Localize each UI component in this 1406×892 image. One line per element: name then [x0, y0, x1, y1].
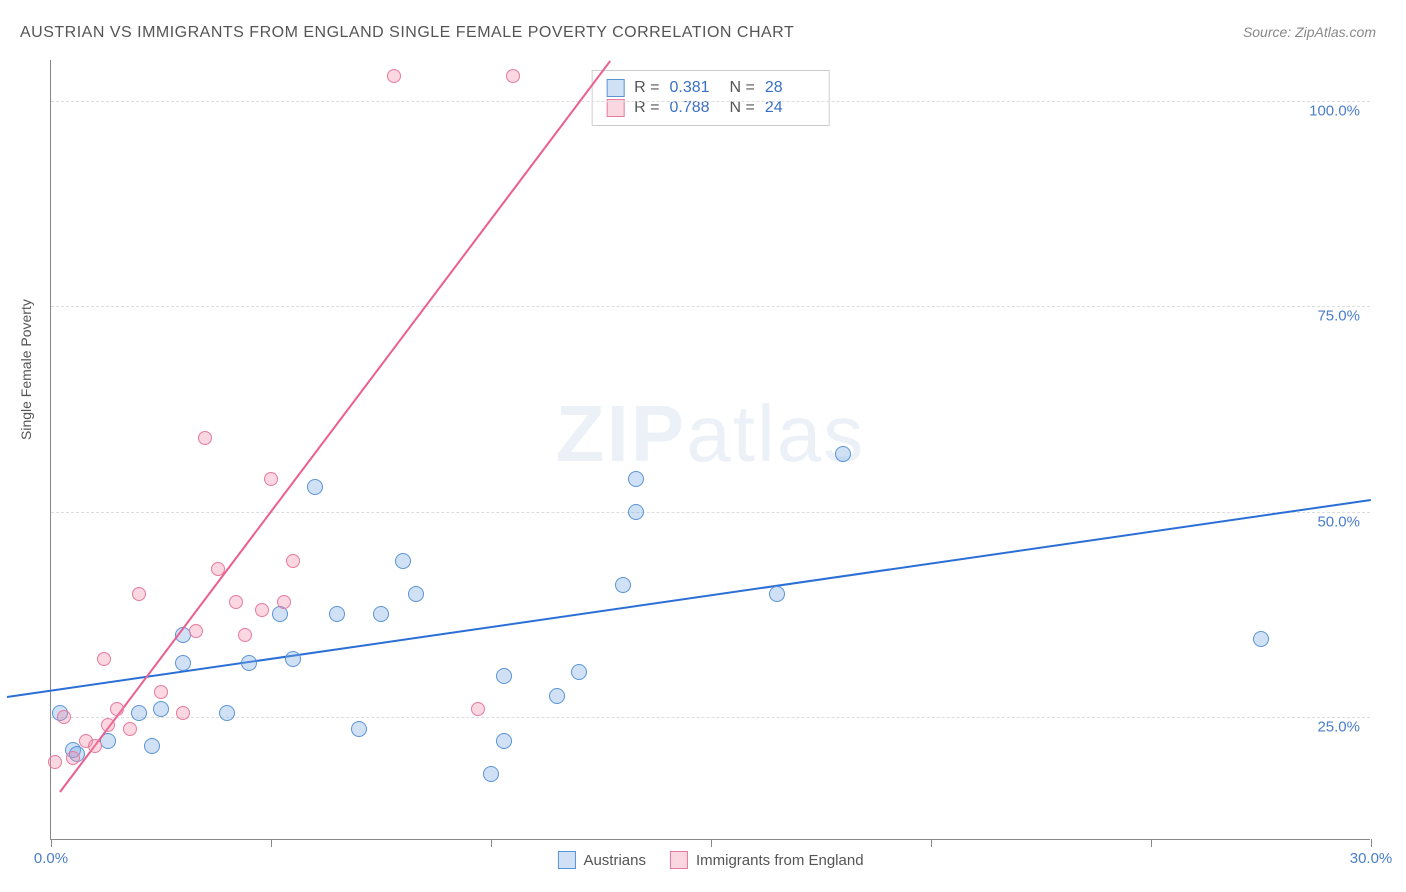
stats-swatch-0 — [606, 79, 624, 97]
y-axis-label: Single Female Poverty — [18, 299, 34, 440]
data-point — [229, 595, 243, 609]
data-point — [153, 701, 169, 717]
data-point — [373, 606, 389, 622]
data-point — [88, 739, 102, 753]
legend-label-1: Immigrants from England — [696, 852, 864, 869]
stats-n-label: N = — [730, 79, 755, 97]
data-point — [307, 479, 323, 495]
legend-swatch-1 — [670, 851, 688, 869]
data-point — [101, 718, 115, 732]
data-point — [506, 69, 520, 83]
watermark: ZIPatlas — [556, 388, 865, 480]
data-point — [1253, 631, 1269, 647]
trend-line-0 — [7, 499, 1371, 698]
data-point — [549, 688, 565, 704]
data-point — [123, 722, 137, 736]
data-point — [198, 431, 212, 445]
gridline — [51, 512, 1370, 513]
x-tick — [51, 839, 52, 847]
y-tick-label: 50.0% — [1317, 513, 1360, 530]
data-point — [571, 664, 587, 680]
data-point — [264, 472, 278, 486]
x-tick-label: 30.0% — [1350, 850, 1393, 867]
data-point — [628, 471, 644, 487]
stats-box: R = 0.381 N = 28 R = 0.788 N = 24 — [591, 70, 830, 126]
y-tick-label: 100.0% — [1309, 103, 1360, 120]
x-tick — [931, 839, 932, 847]
data-point — [628, 504, 644, 520]
x-tick — [1371, 839, 1372, 847]
data-point — [769, 586, 785, 602]
data-point — [66, 751, 80, 765]
data-point — [144, 738, 160, 754]
stats-r-label: R = — [634, 79, 659, 97]
x-tick — [271, 839, 272, 847]
gridline — [51, 306, 1370, 307]
data-point — [131, 705, 147, 721]
y-tick-label: 25.0% — [1317, 718, 1360, 735]
data-point — [110, 702, 124, 716]
data-point — [57, 710, 71, 724]
x-tick — [491, 839, 492, 847]
legend-item-1: Immigrants from England — [670, 851, 864, 869]
data-point — [211, 562, 225, 576]
stats-row-0: R = 0.381 N = 28 — [606, 79, 815, 97]
watermark-bold: ZIP — [556, 389, 686, 478]
legend: Austrians Immigrants from England — [557, 851, 863, 869]
plot-area: ZIPatlas R = 0.381 N = 28 R = 0.788 N = … — [50, 60, 1370, 840]
data-point — [286, 554, 300, 568]
gridline — [51, 101, 1370, 102]
data-point — [387, 69, 401, 83]
x-tick — [1151, 839, 1152, 847]
stats-n-value-0: 28 — [765, 79, 815, 97]
x-tick-label: 0.0% — [34, 850, 68, 867]
y-tick-label: 75.0% — [1317, 308, 1360, 325]
legend-swatch-0 — [557, 851, 575, 869]
data-point — [835, 446, 851, 462]
watermark-rest: atlas — [686, 389, 865, 478]
data-point — [285, 651, 301, 667]
data-point — [238, 628, 252, 642]
data-point — [189, 624, 203, 638]
data-point — [241, 655, 257, 671]
data-point — [329, 606, 345, 622]
data-point — [175, 655, 191, 671]
data-point — [496, 733, 512, 749]
source-label: Source: ZipAtlas.com — [1243, 24, 1376, 40]
data-point — [97, 652, 111, 666]
legend-item-0: Austrians — [557, 851, 646, 869]
trend-line-1 — [59, 60, 611, 792]
gridline — [51, 717, 1370, 718]
data-point — [132, 587, 146, 601]
data-point — [496, 668, 512, 684]
data-point — [219, 705, 235, 721]
data-point — [277, 595, 291, 609]
data-point — [176, 706, 190, 720]
x-tick — [711, 839, 712, 847]
data-point — [615, 577, 631, 593]
data-point — [471, 702, 485, 716]
data-point — [395, 553, 411, 569]
data-point — [351, 721, 367, 737]
data-point — [408, 586, 424, 602]
data-point — [48, 755, 62, 769]
data-point — [154, 685, 168, 699]
stats-r-value-0: 0.381 — [670, 79, 720, 97]
legend-label-0: Austrians — [583, 852, 646, 869]
data-point — [483, 766, 499, 782]
data-point — [255, 603, 269, 617]
chart-title: AUSTRIAN VS IMMIGRANTS FROM ENGLAND SING… — [20, 24, 794, 42]
